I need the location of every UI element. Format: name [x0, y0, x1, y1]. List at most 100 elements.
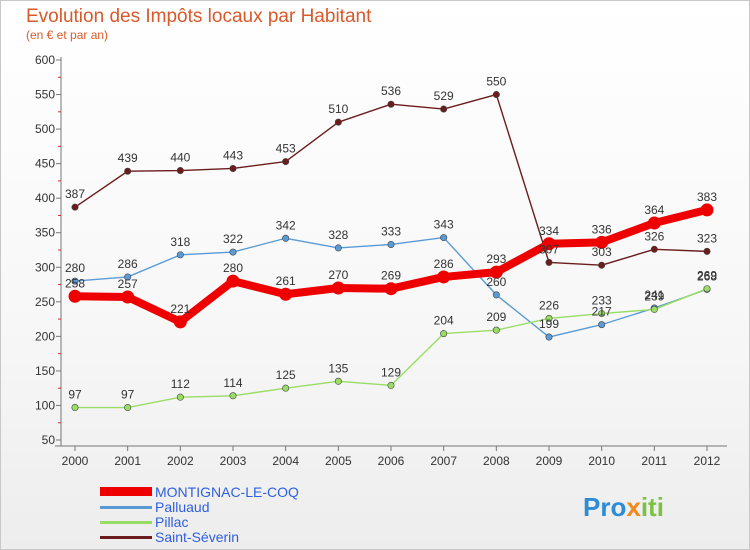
data-label-pillac: 233	[592, 294, 612, 308]
axes: 50 100 150 200 250 300 350 400 450 500 550 600 2000 2…	[35, 53, 727, 468]
data-label-saint-s-verin: 536	[381, 84, 401, 98]
data-label-palluaud: 286	[118, 257, 138, 271]
x-tick-label: 2009	[536, 454, 563, 468]
data-point-saint-s-verin	[492, 91, 500, 99]
data-point-montignac-le-coq	[595, 235, 609, 249]
data-point-montignac-le-coq	[226, 274, 240, 288]
data-point-saint-s-verin	[703, 247, 711, 255]
legend-swatch-saint-severin	[100, 536, 152, 539]
legend-swatch-montignac	[100, 487, 152, 496]
data-point-pillac	[176, 393, 184, 401]
brand-logo: Proxiti	[583, 492, 664, 522]
data-label-palluaud: 322	[223, 232, 243, 246]
y-tick-label: 50	[42, 433, 56, 447]
data-point-saint-s-verin	[545, 258, 553, 266]
data-label-montignac-le-coq: 221	[170, 302, 190, 316]
data-point-pillac	[387, 381, 395, 389]
chart-title: Evolution des Impôts locaux par Habitant	[26, 6, 372, 27]
data-label-montignac-le-coq: 258	[65, 276, 85, 290]
data-label-montignac-le-coq: 286	[434, 257, 454, 271]
data-point-montignac-le-coq	[173, 315, 187, 329]
data-label-saint-s-verin: 443	[223, 148, 243, 162]
legend-item-montignac[interactable]: MONTIGNAC-LE-COQ	[100, 484, 299, 500]
data-point-pillac	[703, 285, 711, 293]
data-point-montignac-le-coq	[542, 237, 556, 251]
data-point-saint-s-verin	[387, 100, 395, 108]
data-label-pillac: 135	[328, 361, 348, 375]
data-point-saint-s-verin	[334, 118, 342, 126]
data-label-pillac: 269	[697, 269, 717, 283]
data-label-pillac: 114	[223, 376, 242, 390]
data-point-palluaud	[334, 244, 342, 252]
x-tick-label: 2008	[483, 454, 510, 468]
data-point-pillac	[598, 310, 606, 318]
data-label-pillac: 129	[381, 365, 401, 379]
data-label-montignac-le-coq: 270	[328, 268, 348, 282]
data-point-montignac-le-coq	[437, 270, 451, 284]
data-point-palluaud	[229, 248, 237, 256]
data-label-montignac-le-coq: 334	[539, 224, 559, 238]
data-point-pillac	[334, 377, 342, 385]
data-point-montignac-le-coq	[384, 282, 398, 296]
data-point-palluaud	[282, 234, 290, 242]
data-label-pillac: 112	[171, 377, 190, 391]
y-tick-label: 350	[35, 226, 55, 240]
data-label-saint-s-verin: 326	[644, 229, 664, 243]
data-label-saint-s-verin: 550	[486, 75, 506, 89]
x-tick-label: 2002	[167, 454, 194, 468]
x-tick-label: 2004	[272, 454, 299, 468]
data-label-saint-s-verin: 303	[592, 245, 612, 259]
x-tick-label: 2005	[325, 454, 352, 468]
data-label-pillac: 125	[276, 368, 296, 382]
legend-label-palluaud: Palluaud	[155, 499, 210, 515]
data-label-montignac-le-coq: 293	[486, 252, 506, 266]
legend-item-palluaud[interactable]: Palluaud	[100, 499, 210, 515]
y-tick-label: 600	[35, 53, 55, 67]
data-label-palluaud: 199	[539, 317, 559, 331]
legend-swatch-palluaud	[100, 506, 152, 509]
data-label-montignac-le-coq: 257	[118, 277, 138, 291]
series-layer	[68, 91, 714, 412]
data-label-palluaud: 328	[328, 228, 348, 242]
data-point-pillac	[492, 326, 500, 334]
data-point-saint-s-verin	[598, 261, 606, 269]
data-label-pillac: 226	[539, 298, 559, 312]
y-tick-label: 150	[35, 364, 55, 378]
data-point-montignac-le-coq	[700, 203, 714, 217]
y-tick-label: 500	[35, 122, 55, 136]
y-tick-label: 450	[35, 157, 55, 171]
legend-label-pillac: Pillac	[155, 514, 188, 530]
legend-swatch-pillac	[100, 521, 152, 524]
data-point-saint-s-verin	[282, 158, 290, 166]
y-tick-label: 550	[35, 88, 55, 102]
data-point-montignac-le-coq	[279, 287, 293, 301]
data-point-palluaud	[124, 273, 132, 281]
data-point-saint-s-verin	[176, 167, 184, 175]
data-point-saint-s-verin	[124, 167, 132, 175]
data-point-saint-s-verin	[229, 164, 237, 172]
data-label-pillac: 97	[68, 388, 82, 402]
data-label-montignac-le-coq: 269	[381, 269, 401, 283]
data-label-pillac: 209	[486, 310, 506, 324]
x-tick-label: 2010	[588, 454, 615, 468]
data-point-pillac	[650, 305, 658, 313]
data-label-saint-s-verin: 439	[118, 151, 138, 165]
data-label-palluaud: 268	[697, 269, 717, 283]
data-label-saint-s-verin: 323	[697, 231, 717, 245]
data-label-palluaud: 217	[592, 305, 612, 319]
data-label-montignac-le-coq: 383	[697, 190, 717, 204]
x-tick-label: 2011	[641, 454, 667, 468]
data-point-pillac	[282, 384, 290, 392]
legend-item-pillac[interactable]: Pillac	[100, 514, 188, 530]
legend-item-saint-severin[interactable]: Saint-Séverin	[100, 529, 239, 545]
data-point-palluaud	[598, 321, 606, 329]
data-label-saint-s-verin: 510	[328, 102, 348, 116]
data-point-palluaud	[176, 251, 184, 259]
legend-label-montignac: MONTIGNAC-LE-COQ	[155, 484, 299, 500]
brand-text: Proxiti	[583, 492, 664, 522]
data-point-palluaud	[71, 277, 79, 285]
data-label-saint-s-verin: 387	[65, 187, 85, 201]
y-tick-label: 200	[35, 329, 55, 343]
y-tick-label: 100	[35, 398, 55, 412]
